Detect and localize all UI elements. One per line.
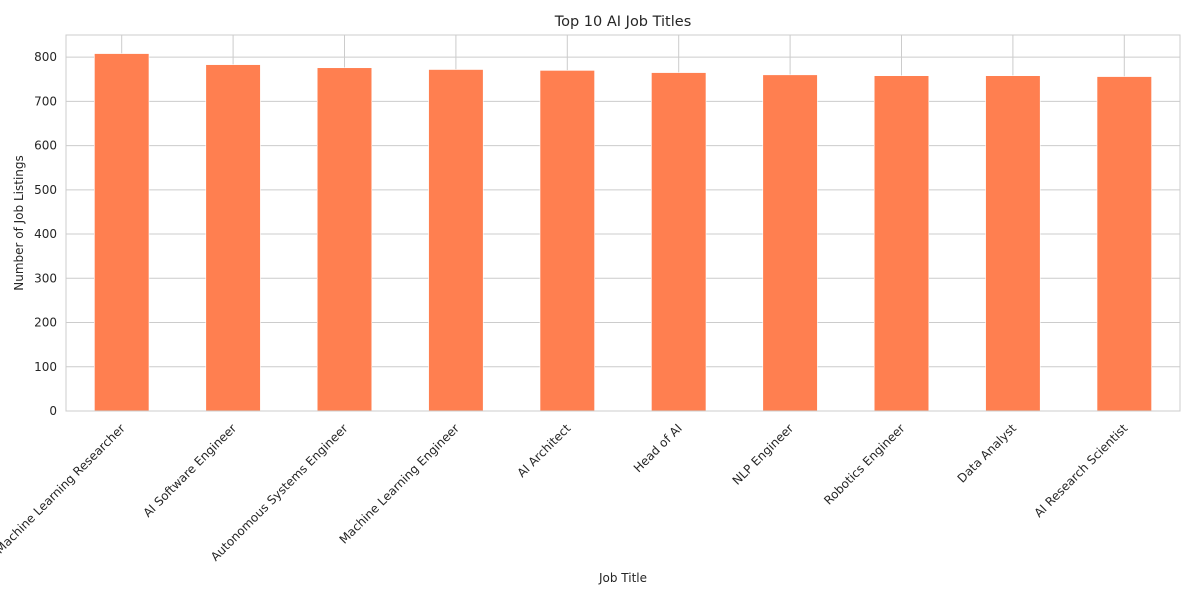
y-tick-label: 600: [34, 139, 57, 153]
bar: [428, 69, 484, 412]
bar: [762, 74, 818, 412]
bar: [651, 72, 707, 412]
bar: [94, 53, 150, 412]
x-tick-label: AI Architect: [514, 421, 573, 480]
y-tick-label: 500: [34, 183, 57, 197]
x-tick-label: Machine Learning Researcher: [0, 421, 128, 556]
x-axis-label: Job Title: [598, 571, 647, 585]
plot-frame: [65, 34, 1181, 412]
y-tick-label: 800: [34, 50, 57, 64]
x-tick-label: AI Software Engineer: [140, 421, 239, 520]
x-tick-label: Data Analyst: [955, 421, 1020, 486]
x-tick-labels: Machine Learning Researcher AI Software E…: [0, 421, 1131, 564]
bar: [985, 75, 1041, 412]
x-tick-label: Autonomous Systems Engineer: [208, 421, 351, 564]
y-tick-label: 400: [34, 227, 57, 241]
y-tick-label: 0: [49, 404, 57, 418]
bar: [316, 67, 373, 412]
bar: [1096, 76, 1152, 412]
y-tick-label: 100: [34, 360, 57, 374]
chart-title: Top 10 AI Job Titles: [554, 14, 692, 30]
y-tick-label: 700: [34, 94, 57, 108]
y-tick-label: 300: [34, 271, 57, 285]
x-tick-label: Robotics Engineer: [821, 421, 907, 507]
y-axis-label: Number of Job Listings: [12, 155, 26, 291]
x-tick-label: AI Research Scientist: [1031, 421, 1130, 520]
x-tick-label: Head of AI: [631, 421, 685, 475]
y-tick-label: 200: [34, 316, 57, 330]
bar: [205, 64, 261, 412]
bar-layer: [94, 53, 1152, 412]
y-tick-labels: 0 100 200 300 400 500 600 700 800: [34, 50, 57, 418]
bar: [539, 70, 595, 412]
x-tick-label: Machine Learning Engineer: [337, 421, 462, 546]
x-tick-label: NLP Engineer: [730, 421, 797, 488]
bar: [873, 75, 930, 412]
